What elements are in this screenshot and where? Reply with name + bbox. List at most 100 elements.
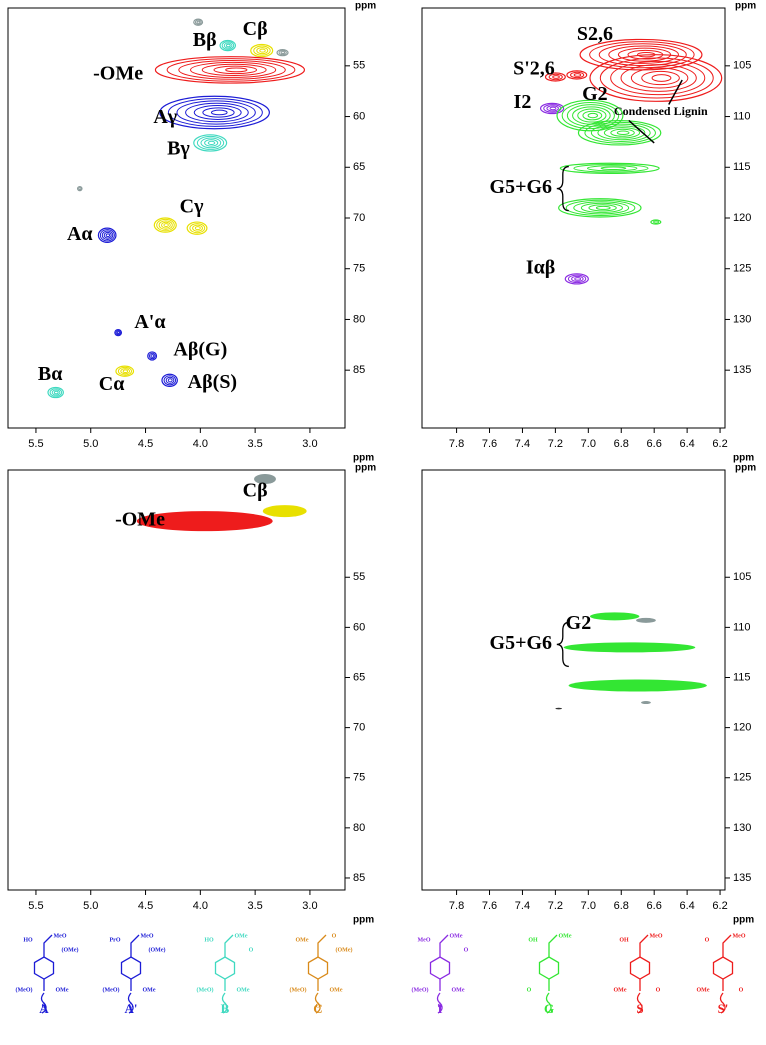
peak (186, 221, 208, 235)
contour (586, 165, 638, 172)
x-tick-label: 7.4 (515, 900, 530, 912)
bond (545, 934, 558, 1014)
atom-label: O (223, 1003, 228, 1009)
atom-label: O (739, 987, 744, 993)
x-tick-label: 7.2 (548, 900, 563, 912)
x-tick-label: 6.8 (614, 900, 629, 912)
contour (196, 135, 225, 150)
y-tick-label: 120 (733, 212, 751, 224)
contour (165, 376, 175, 384)
structure: HO MeO (MeO) OMe (OMe) OA (16, 933, 79, 1016)
contour (166, 58, 296, 82)
contour (120, 368, 131, 375)
bond (636, 934, 649, 1014)
y-tick-label: 55 (353, 60, 365, 72)
structure-label: S' (718, 1001, 729, 1016)
contour (573, 163, 649, 173)
y-tick-label: 60 (353, 110, 365, 122)
contour (189, 223, 206, 234)
contour (201, 63, 267, 77)
contour (584, 121, 656, 144)
contour (630, 67, 689, 89)
peak (568, 679, 707, 692)
bond (127, 934, 140, 1014)
atom-label: (OMe) (62, 946, 79, 953)
contour (78, 187, 82, 191)
y-tick-label: 80 (353, 822, 365, 834)
atom-label: OMe (56, 987, 69, 993)
atom-label: (MeO) (16, 986, 33, 993)
contour (116, 331, 120, 335)
peak (193, 18, 204, 26)
atom-label: MeO (650, 933, 663, 939)
bond (719, 934, 732, 1014)
peak (262, 505, 307, 518)
y-tick-label: 125 (733, 263, 751, 275)
y-tick-label: 110 (733, 621, 751, 633)
contour (548, 73, 563, 81)
atom-label: (MeO) (412, 986, 429, 993)
structure: OH OMe O G (527, 933, 572, 1016)
ring (538, 956, 560, 980)
y-tick-label: 85 (353, 364, 365, 376)
x-tick-label: 5.0 (83, 438, 98, 450)
x-tick-label: 7.0 (581, 438, 596, 450)
contour (161, 221, 171, 229)
contour (178, 59, 286, 80)
contour (99, 229, 115, 242)
peak-label: G2 (566, 612, 592, 634)
peak-label: A'α (134, 311, 165, 333)
atom-label: OMe (614, 987, 627, 993)
structure: PrO MeO (MeO) OMe (OMe) OA' (103, 933, 166, 1016)
peak (254, 474, 276, 485)
peak (114, 328, 123, 337)
y-tick-label: 60 (353, 621, 365, 633)
y-tick-label: 115 (733, 161, 751, 173)
atom-label: O (705, 937, 710, 943)
atom-label: OMe (452, 987, 465, 993)
contour (196, 20, 201, 24)
y-axis-label: ppm (735, 463, 756, 474)
atom-label: O (249, 947, 254, 953)
peak-label: Bγ (167, 138, 190, 160)
ring (307, 956, 329, 980)
atom-label: OMe (296, 937, 309, 943)
contour (115, 330, 121, 336)
x-tick-label: 5.5 (28, 438, 43, 450)
y-tick-label: 70 (353, 212, 365, 224)
peak (641, 701, 651, 705)
peak-label: Cα (99, 373, 125, 395)
contour (552, 75, 560, 79)
peak-label: -OMe (115, 509, 165, 531)
contour (163, 375, 177, 386)
x-tick-label: 6.2 (712, 438, 727, 450)
atom-label: O (527, 987, 532, 993)
x-tick-label: 5.0 (83, 900, 98, 912)
atom-label: PrO (110, 937, 121, 943)
contour (577, 108, 607, 123)
x-tick-label: 7.6 (482, 438, 497, 450)
x-tick-label: 6.6 (647, 900, 662, 912)
y-tick-label: 130 (733, 313, 751, 325)
contour (610, 128, 635, 137)
peak (636, 617, 656, 623)
contour (573, 73, 582, 77)
structure-label: S (636, 1001, 643, 1016)
contour (176, 100, 256, 125)
contour (587, 112, 598, 119)
contour (278, 50, 287, 56)
x-tick-label: 3.0 (302, 900, 317, 912)
y-tick-label: 110 (733, 110, 751, 122)
peak (219, 39, 237, 52)
contour (571, 275, 584, 282)
plot-frame (7, 469, 346, 891)
contour (567, 274, 587, 284)
contour (641, 70, 680, 86)
contour (570, 71, 585, 79)
y-axis-label: ppm (735, 1, 756, 12)
peak (650, 219, 662, 225)
y-tick-label: 75 (353, 772, 365, 784)
atom-label: HO (23, 937, 33, 943)
contour (597, 125, 646, 141)
